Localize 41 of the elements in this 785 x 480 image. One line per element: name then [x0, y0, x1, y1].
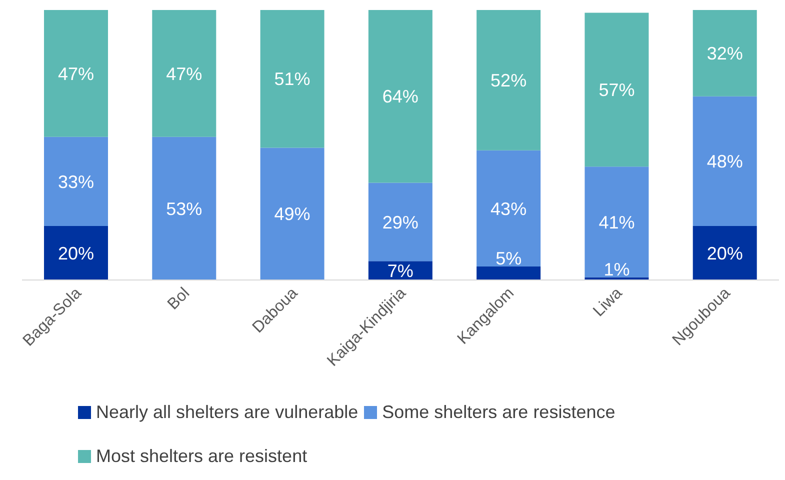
data-label: 64%	[382, 86, 418, 107]
bar	[44, 136, 108, 226]
bar	[476, 150, 541, 266]
bar	[692, 96, 757, 226]
bar	[692, 226, 757, 280]
data-label: 5%	[496, 248, 522, 268]
data-label: 53%	[166, 198, 202, 219]
data-label: 51%	[274, 69, 310, 90]
bar	[584, 166, 649, 278]
data-label: 47%	[166, 64, 202, 84]
bar	[692, 10, 757, 96]
bar	[44, 226, 108, 280]
x-tick-label: Bol	[164, 284, 194, 314]
data-label: 29%	[382, 212, 418, 232]
data-label: 57%	[598, 80, 635, 100]
data-label: 48%	[706, 152, 743, 172]
data-label: 43%	[490, 198, 527, 219]
legend-label: Some shelters are resistence	[382, 402, 616, 422]
bar	[152, 10, 216, 137]
bar	[476, 266, 541, 280]
data-label: 47%	[58, 64, 94, 84]
legend-label: Nearly all shelters are vulnerable	[96, 402, 358, 422]
data-label: 20%	[58, 243, 94, 264]
data-label: 33%	[58, 172, 94, 192]
bar	[584, 12, 649, 167]
bar	[476, 10, 541, 150]
x-tick-label: Liwa	[590, 284, 626, 320]
data-label: 49%	[274, 204, 310, 224]
data-label: 52%	[490, 70, 527, 90]
legend-label: Most shelters are resistent	[96, 446, 308, 466]
data-label: 32%	[706, 44, 743, 64]
bar	[260, 148, 324, 280]
data-label: 1%	[604, 259, 630, 280]
bar	[44, 10, 108, 137]
data-label: 41%	[598, 212, 635, 232]
bar	[260, 10, 324, 148]
data-label: 7%	[387, 260, 414, 281]
bar	[368, 10, 432, 183]
bar	[368, 182, 432, 262]
bar	[152, 136, 216, 280]
data-label: 20%	[706, 243, 743, 264]
